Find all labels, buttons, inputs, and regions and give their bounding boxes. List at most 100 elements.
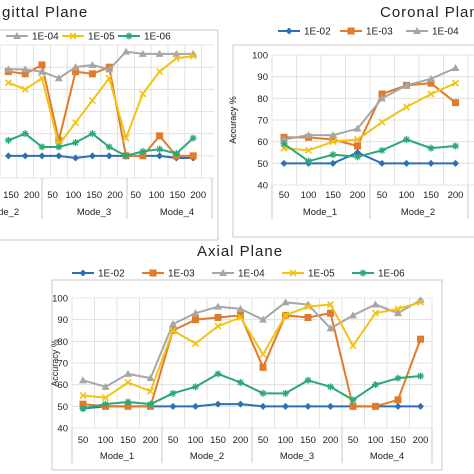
axial-legend-1E-03-marker	[149, 269, 157, 277]
axial-point-1E-05	[124, 378, 132, 387]
axial-ytick: 80	[57, 337, 68, 348]
coronal-legend-1E-02-label: 1E-02	[304, 27, 331, 38]
axial-ylabel: Accuracy %	[50, 339, 60, 387]
axial-series-1E-04-line	[82, 299, 422, 388]
axial-point-1E-05	[79, 391, 87, 400]
axial-series-1E-05-line	[82, 301, 421, 399]
sagittal-point-1E-03	[38, 61, 46, 69]
coronal-point-1E-06	[354, 153, 361, 161]
coronal-legend-1E-02-marker	[285, 27, 293, 35]
axial-point-1E-05	[146, 387, 155, 395]
coronal-point-1E-06	[452, 142, 459, 150]
coronal-legend-1E-04-marker	[413, 27, 421, 34]
axial-point-1E-02	[259, 402, 267, 410]
coronal-point-1E-04	[353, 124, 362, 132]
sagittal-point-1E-03	[55, 136, 63, 144]
axial-title: Axial Plane	[197, 243, 283, 260]
axial-legend-1E-06-marker	[359, 269, 367, 277]
axial-ytick: 50	[57, 402, 68, 413]
sagittal-series-1E-04-line	[8, 50, 194, 80]
axial-xtick: 50	[78, 435, 89, 446]
axial-point-1E-03	[259, 363, 267, 371]
axial-point-1E-05	[259, 350, 267, 358]
coronal-xtick: 50	[279, 190, 290, 201]
axial-point-1E-05	[214, 322, 222, 330]
sagittal-xtick: 200	[107, 190, 123, 201]
sagittal-title: gittal Plane	[2, 4, 88, 21]
axial-point-1E-03	[192, 316, 199, 324]
axial-legend-1E-04-label: 1E-04	[238, 269, 265, 280]
coronal-point-1E-04	[280, 135, 288, 143]
coronal-group-label: Mode_1	[303, 207, 337, 218]
axial-group-label: Mode_3	[280, 451, 314, 462]
coronal-point-1E-02	[403, 159, 410, 167]
sagittal-point-1E-02	[4, 152, 12, 160]
axial-point-1E-06	[79, 405, 87, 412]
coronal-panel: Coronal Plan 1E-02 1E-03 1E-04 40 50 60 70 80 9…	[228, 4, 474, 238]
sagittal-point-1E-03	[189, 152, 197, 160]
axial-point-1E-04	[371, 300, 380, 308]
axial-point-1E-02	[192, 402, 199, 410]
sagittal-point-1E-05	[21, 85, 29, 93]
coronal-xtick: 200	[350, 190, 366, 201]
axial-xtick: 50	[348, 435, 359, 446]
axial-point-1E-05	[394, 305, 402, 313]
coronal-xtick: 150	[325, 190, 341, 201]
coronal-xtick: 150	[423, 190, 439, 201]
axial-point-1E-03	[304, 314, 312, 321]
axial-xtick: 50	[168, 435, 179, 446]
axial-point-1E-06	[124, 398, 132, 406]
sagittal-point-1E-06	[189, 134, 197, 142]
sagittal-xtick: 150	[169, 190, 185, 201]
sagittal-point-1E-05	[139, 90, 147, 98]
axial-point-1E-02	[327, 402, 334, 410]
axial-plot: 40 50 60 70 80 90 100 Accuracy % 50 100 150 200 50 10…	[50, 279, 443, 471]
axial-point-1E-04	[146, 374, 155, 382]
sagittal-point-1E-03	[156, 132, 164, 140]
axial-legend-1E-03-label: 1E-03	[168, 269, 195, 280]
sagittal-xtick: 200	[190, 190, 206, 201]
axial-point-1E-03	[124, 402, 132, 410]
coronal-ytick: 70	[257, 116, 268, 127]
sagittal-point-1E-02	[38, 152, 46, 160]
coronal-point-1E-03	[427, 79, 435, 87]
axial-xtick: 200	[143, 435, 159, 446]
coronal-xtick: 100	[301, 190, 317, 201]
axial-series-1E-06-line	[82, 372, 421, 410]
sagittal-point-1E-03	[139, 152, 147, 160]
sagittal-point-1E-05	[122, 134, 130, 142]
axial-point-1E-04	[349, 311, 357, 319]
axial-point-1E-04	[259, 315, 267, 323]
sagittal-plot: 150 200 50 100 150 200 50 100 150 200 ode_2 Mode_3 M…	[0, 29, 219, 241]
axial-point-1E-06	[102, 400, 109, 408]
coronal-ytick: 60	[257, 137, 268, 148]
axial-point-1E-05	[326, 300, 335, 309]
coronal-point-1E-05	[427, 90, 435, 98]
sagittal-point-1E-06	[172, 150, 180, 158]
sagittal-point-1E-05	[88, 96, 96, 104]
axial-group-label: Mode_2	[190, 451, 224, 462]
sagittal-point-1E-03	[21, 70, 29, 78]
sagittal-group-label: ode_2	[0, 207, 19, 218]
axial-point-1E-06	[349, 396, 357, 404]
coronal-legend-1E-03-label: 1E-03	[366, 27, 393, 38]
coronal-title: Coronal Plan	[380, 4, 474, 21]
sagittal-point-1E-06	[38, 143, 46, 151]
axial-xtick: 150	[390, 435, 406, 446]
sagittal-point-1E-06	[21, 130, 29, 138]
axial-point-1E-04	[214, 302, 222, 310]
axial-legend-1E-04-marker	[219, 269, 227, 276]
sagittal-point-1E-06	[4, 136, 12, 144]
sagittal-point-1E-02	[55, 152, 63, 160]
coronal-point-1E-04	[451, 64, 460, 71]
coronal-point-1E-05	[353, 135, 362, 144]
axial-group-label: Mode_4	[370, 451, 404, 462]
sagittal-xtick: 150	[86, 190, 102, 201]
coronal-point-1E-03	[354, 142, 361, 150]
coronal-ytick: 80	[257, 94, 268, 105]
axial-xtick: 200	[233, 435, 249, 446]
sagittal-legend-1E-05-label: 1E-05	[88, 32, 115, 43]
coronal-point-1E-04	[329, 131, 337, 139]
coronal-series-1E-06-line	[283, 138, 456, 163]
